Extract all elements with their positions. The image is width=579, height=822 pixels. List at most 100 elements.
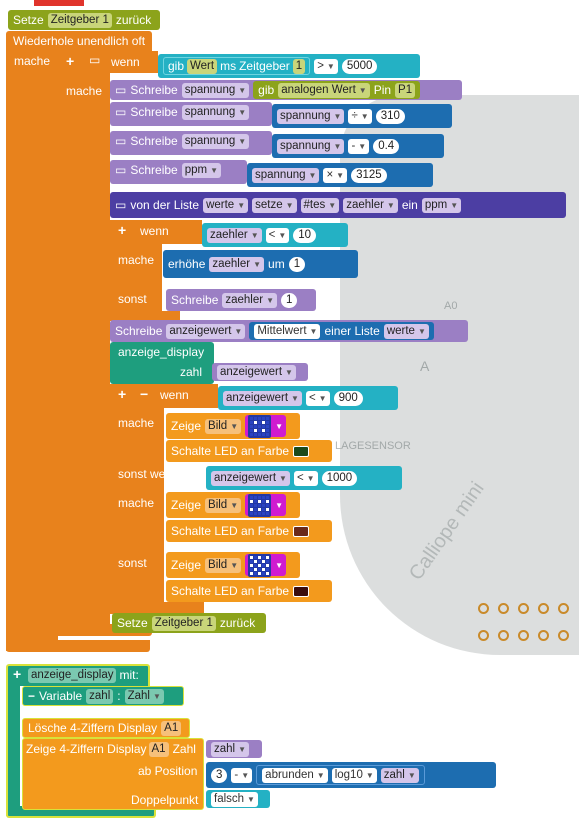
variable-dropdown[interactable]: spannung ▼ [181,104,250,120]
variable-arg-block[interactable]: anzeigewert ▼ [212,363,308,381]
number-input[interactable]: 900 [333,390,363,406]
average-list-block[interactable]: Mittelwert ▼ einer Liste werte ▼ [249,322,434,340]
write-average-block[interactable]: Schreibe anzeigewert ▼ Mittelwert ▼ einer … [110,320,468,342]
param-type-dropdown[interactable]: Zahl ▼ [124,688,164,704]
variable-dropdown[interactable]: spannung ▼ [181,82,250,98]
clear-display-block[interactable]: Lösche 4-Ziffern Display A1 [22,718,190,738]
minus-icon[interactable]: ▭ [89,53,101,67]
operator-dropdown[interactable]: ÷ ▼ [348,108,372,124]
operator-dropdown[interactable]: < ▼ [265,227,290,243]
led-color-block[interactable]: Schalte LED an Farbe [166,440,332,462]
operator-dropdown[interactable]: > ▼ [314,58,338,74]
round-block[interactable]: abrunden ▼ log10 ▼ zahl ▼ [256,765,425,785]
log-dropdown[interactable]: log10 ▼ [331,767,377,783]
function-name-field[interactable]: anzeige_display [28,667,117,683]
timer-value-block[interactable]: gib Wert ms Zeitgeber 1 [163,57,311,75]
round-dropdown[interactable]: abrunden ▼ [262,767,328,783]
write-variable-block[interactable]: Schreibe zaehler ▼ 1 [166,289,316,311]
param-name-field[interactable]: zahl [86,688,114,704]
timer-number-field[interactable]: 1 [292,58,306,74]
value-field[interactable]: Wert [187,58,218,74]
variable-dropdown[interactable]: anzeigewert ▼ [166,323,246,339]
compare-block[interactable]: gib Wert ms Zeitgeber 1 > ▼ 5000 [158,54,420,78]
function-call-block[interactable] [110,342,214,384]
variable-dropdown[interactable]: zahl ▼ [211,741,250,757]
math-block[interactable]: spannung ▼ ÷ ▼ 310 [272,104,452,128]
color-swatch[interactable] [293,525,310,537]
comment-icon[interactable]: ▭ [115,163,127,177]
variable-dropdown[interactable]: zahl ▼ [380,767,419,783]
led-color-block[interactable]: Schalte LED an Farbe [166,520,332,542]
number-input[interactable]: 3125 [351,167,387,183]
compare-block[interactable]: anzeigewert ▼ < ▼ 900 [218,386,398,410]
show-image-block[interactable]: Zeige Bild ▼ ▼ [166,552,300,578]
variable-dropdown[interactable]: spannung ▼ [277,138,345,154]
number-input[interactable]: 310 [375,108,405,124]
image-picker[interactable]: ▼ [245,553,287,577]
pin-dropdown[interactable]: P1 [395,82,416,98]
variable-dropdown[interactable]: ppm ▼ [181,162,222,178]
led-image-icon[interactable] [248,493,272,517]
show-display-block[interactable] [22,738,204,810]
write-variable-block[interactable] [110,160,247,184]
show-image-block[interactable]: Zeige Bild ▼ ▼ [166,492,300,518]
comment-icon[interactable]: ▭ [115,198,127,212]
compare-block[interactable]: anzeigewert ▼ < ▼ 1000 [206,466,402,490]
reset-timer-block-top[interactable]: Setze Zeitgeber 1 zurück [8,10,160,30]
index-dropdown[interactable]: zaehler ▼ [343,197,398,213]
list-set-block[interactable]: ▭ von der Liste werte ▼ setze ▼ #tes ▼ zaeh… [110,192,566,218]
variable-dropdown[interactable]: spannung ▼ [277,108,345,124]
plus-icon[interactable]: + [66,53,75,69]
led-image-icon[interactable] [248,414,272,438]
func-dropdown[interactable]: Mittelwert ▼ [254,323,321,339]
boolean-block[interactable]: falsch ▼ [206,790,270,808]
number-input[interactable]: 10 [293,227,317,243]
math-block[interactable]: spannung ▼ - ▼ 0.4 [272,134,444,158]
operator-dropdown[interactable]: - ▼ [348,138,370,154]
what-dropdown[interactable]: Bild ▼ [205,418,242,434]
minus-icon[interactable]: − [140,386,149,402]
plus-icon[interactable]: + [13,666,22,682]
variable-dropdown[interactable]: zaehler ▼ [222,292,278,308]
value-dropdown[interactable]: ppm ▼ [421,197,462,213]
color-swatch[interactable] [293,445,310,457]
if-block-inner[interactable] [110,384,218,408]
variable-dropdown[interactable]: anzeigewert ▼ [211,470,290,486]
number-input[interactable]: 3 [211,767,228,783]
display-field[interactable]: A1 [148,741,169,757]
boolean-dropdown[interactable]: falsch ▼ [211,791,258,807]
led-color-block[interactable]: Schalte LED an Farbe [166,580,332,602]
color-swatch[interactable] [293,585,310,597]
list-dropdown[interactable]: werte ▼ [383,323,429,339]
if-block-inner[interactable] [110,220,202,244]
number-input[interactable]: 1 [288,256,306,272]
compare-block[interactable]: zaehler ▼ < ▼ 10 [202,223,348,247]
number-input[interactable]: 1000 [321,470,358,486]
forever-loop-block[interactable] [6,31,152,51]
number-input[interactable]: 1 [281,292,298,308]
variable-dropdown[interactable]: spannung ▼ [181,133,250,149]
reset-timer-block-bottom[interactable]: Setze Zeitgeber 1 zurück [112,613,266,633]
what-dropdown[interactable]: Bild ▼ [205,497,242,513]
if-block-outer[interactable] [58,51,158,73]
operator-dropdown[interactable]: × ▼ [323,167,348,183]
variable-dropdown[interactable]: anzeigewert ▼ [217,364,296,380]
math-position-block[interactable]: 3 - ▼ abrunden ▼ log10 ▼ zahl ▼ [206,762,496,788]
read-type-dropdown[interactable]: analogen Wert ▼ [278,82,370,98]
analog-read-block[interactable]: gib analogen Wert ▼ Pin P1 [253,81,421,99]
timer-field[interactable]: Zeitgeber 1 [47,12,112,28]
math-block[interactable]: spannung ▼ × ▼ 3125 [247,163,433,187]
operator-dropdown[interactable]: - ▼ [231,767,253,783]
plus-icon[interactable]: + [118,386,127,402]
number-input[interactable]: 5000 [341,58,378,74]
action-dropdown[interactable]: setze ▼ [252,197,297,213]
led-image-icon[interactable] [248,553,272,577]
plus-icon[interactable]: + [118,222,127,238]
variable-dropdown[interactable]: spannung ▼ [252,167,320,183]
operator-dropdown[interactable]: < ▼ [293,470,318,486]
comment-icon[interactable]: ▭ [115,134,127,148]
variable-dropdown[interactable]: zaehler ▼ [209,256,265,272]
list-dropdown[interactable]: werte ▼ [203,197,249,213]
position-dropdown[interactable]: #tes ▼ [300,197,340,213]
comment-icon[interactable]: ▭ [115,105,127,119]
